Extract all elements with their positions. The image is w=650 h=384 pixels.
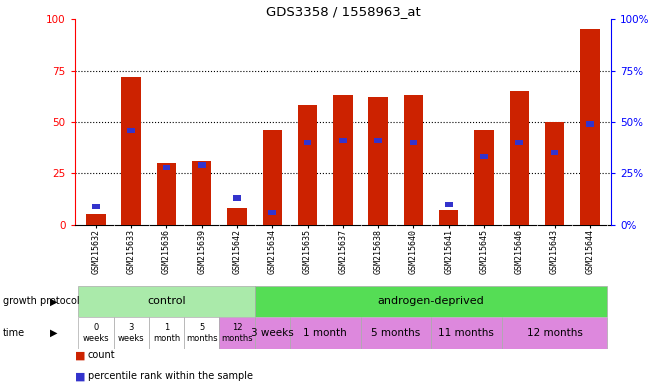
Bar [263,130,282,225]
Text: 0
weeks: 0 weeks [83,323,109,343]
Bar [510,91,529,225]
Bar [586,121,593,127]
Bar [439,210,458,225]
Bar [298,106,317,225]
Text: percentile rank within the sample: percentile rank within the sample [88,371,253,381]
Bar [290,318,361,349]
Text: 3 weeks: 3 weeks [251,328,294,338]
Bar [551,150,558,155]
Bar [127,127,135,133]
Bar [220,318,255,349]
Bar [545,122,564,225]
Bar [445,202,452,207]
Bar [233,195,241,200]
Bar [78,318,114,349]
Bar [162,165,170,170]
Text: 1
month: 1 month [153,323,180,343]
Bar [184,318,220,349]
Text: 5
months: 5 months [186,323,218,343]
Text: 12 months: 12 months [526,328,582,338]
Text: ▶: ▶ [49,296,57,306]
Bar [339,138,346,143]
Bar [374,138,382,143]
Bar [369,97,388,225]
Bar [404,95,423,225]
Text: control: control [147,296,186,306]
Bar [410,140,417,145]
Bar [86,214,105,225]
Bar [198,162,205,168]
Bar [255,318,290,349]
Text: 1 month: 1 month [304,328,347,338]
Bar [361,318,431,349]
Bar [149,318,184,349]
Text: 5 months: 5 months [371,328,421,338]
Text: 11 months: 11 months [438,328,494,338]
Bar [192,161,211,225]
Bar [227,208,247,225]
Text: count: count [88,350,116,360]
Bar [480,154,488,159]
Bar [114,318,149,349]
Text: ▶: ▶ [49,328,57,338]
Bar [78,286,255,317]
Bar [502,318,608,349]
Bar [92,204,100,209]
Title: GDS3358 / 1558963_at: GDS3358 / 1558963_at [265,5,421,18]
Bar [333,95,352,225]
Bar [304,140,311,145]
Bar [431,318,502,349]
Bar [515,140,523,145]
Bar [580,30,599,225]
Text: ■: ■ [75,350,85,360]
Text: time: time [3,328,25,338]
Text: growth protocol: growth protocol [3,296,80,306]
Bar [255,286,608,317]
Bar [268,210,276,215]
Bar [157,163,176,225]
Text: ■: ■ [75,371,85,381]
Text: androgen-deprived: androgen-deprived [378,296,484,306]
Text: 3
weeks: 3 weeks [118,323,144,343]
Text: 12
months: 12 months [221,323,253,343]
Bar [122,77,141,225]
Bar [474,130,494,225]
